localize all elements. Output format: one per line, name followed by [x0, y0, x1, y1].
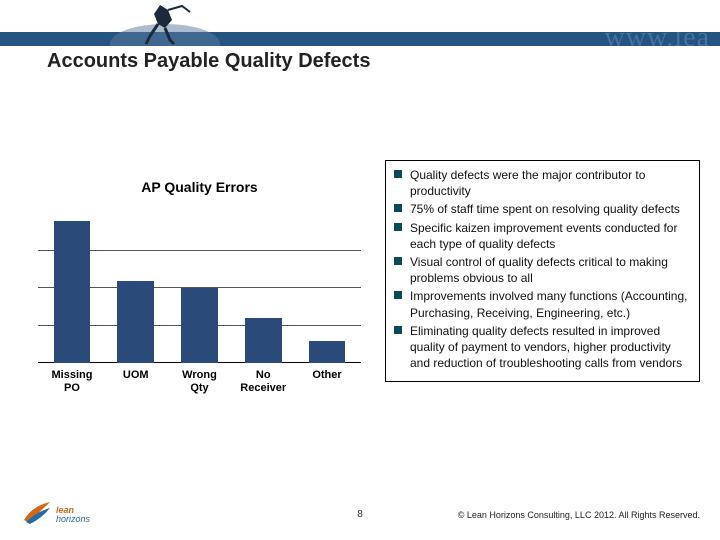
bar: [309, 341, 346, 364]
bar-slot: [299, 341, 355, 364]
bars-container: [38, 213, 361, 363]
chart-x-labels: MissingPO UOM WrongQty NoReceiver Other: [38, 363, 361, 395]
bar: [181, 288, 218, 363]
page-title: Accounts Payable Quality Defects: [47, 50, 370, 73]
chart-plot: [38, 213, 361, 363]
bullet-item: Eliminating quality defects resulted in …: [394, 323, 691, 372]
bullet-item: Visual control of quality defects critic…: [394, 254, 691, 286]
bar: [245, 318, 282, 363]
climber-icon: [110, 0, 230, 46]
bar-slot: [172, 288, 228, 363]
bar-slot: [235, 318, 291, 363]
logo-text: lean horizons: [56, 506, 90, 524]
logo-swoosh-icon: [22, 498, 52, 524]
bar-chart: AP Quality Errors MissingPO UOM WrongQty No…: [34, 175, 369, 400]
footer-logo: lean horizons: [22, 498, 90, 524]
chart-x-label: MissingPO: [44, 369, 100, 395]
bar: [54, 221, 91, 364]
bullet-list: Quality defects were the major contribut…: [394, 167, 691, 371]
bar-slot: [44, 221, 100, 364]
bullets-box: Quality defects were the major contribut…: [385, 160, 700, 382]
header-faint-url: www.lea: [605, 32, 710, 46]
chart-x-label: UOM: [108, 369, 164, 395]
chart-x-label: Other: [299, 369, 355, 395]
copyright: © Lean Horizons Consulting, LLC 2012. Al…: [458, 510, 700, 520]
chart-title: AP Quality Errors: [38, 179, 361, 195]
chart-x-label: NoReceiver: [235, 369, 291, 395]
bullet-item: Improvements involved many functions (Ac…: [394, 288, 691, 320]
bullet-item: Quality defects were the major contribut…: [394, 167, 691, 199]
page-number: 8: [357, 509, 363, 520]
header-band: www.lea: [0, 32, 720, 46]
logo-line-2: horizons: [56, 515, 90, 524]
bar-slot: [108, 281, 164, 364]
bar: [117, 281, 154, 364]
bullet-item: 75% of staff time spent on resolving qua…: [394, 201, 691, 217]
slide-root: www.lea Accounts Payable Quality Defects…: [0, 0, 720, 540]
bullet-item: Specific kaizen improvement events condu…: [394, 220, 691, 252]
chart-x-label: WrongQty: [172, 369, 228, 395]
